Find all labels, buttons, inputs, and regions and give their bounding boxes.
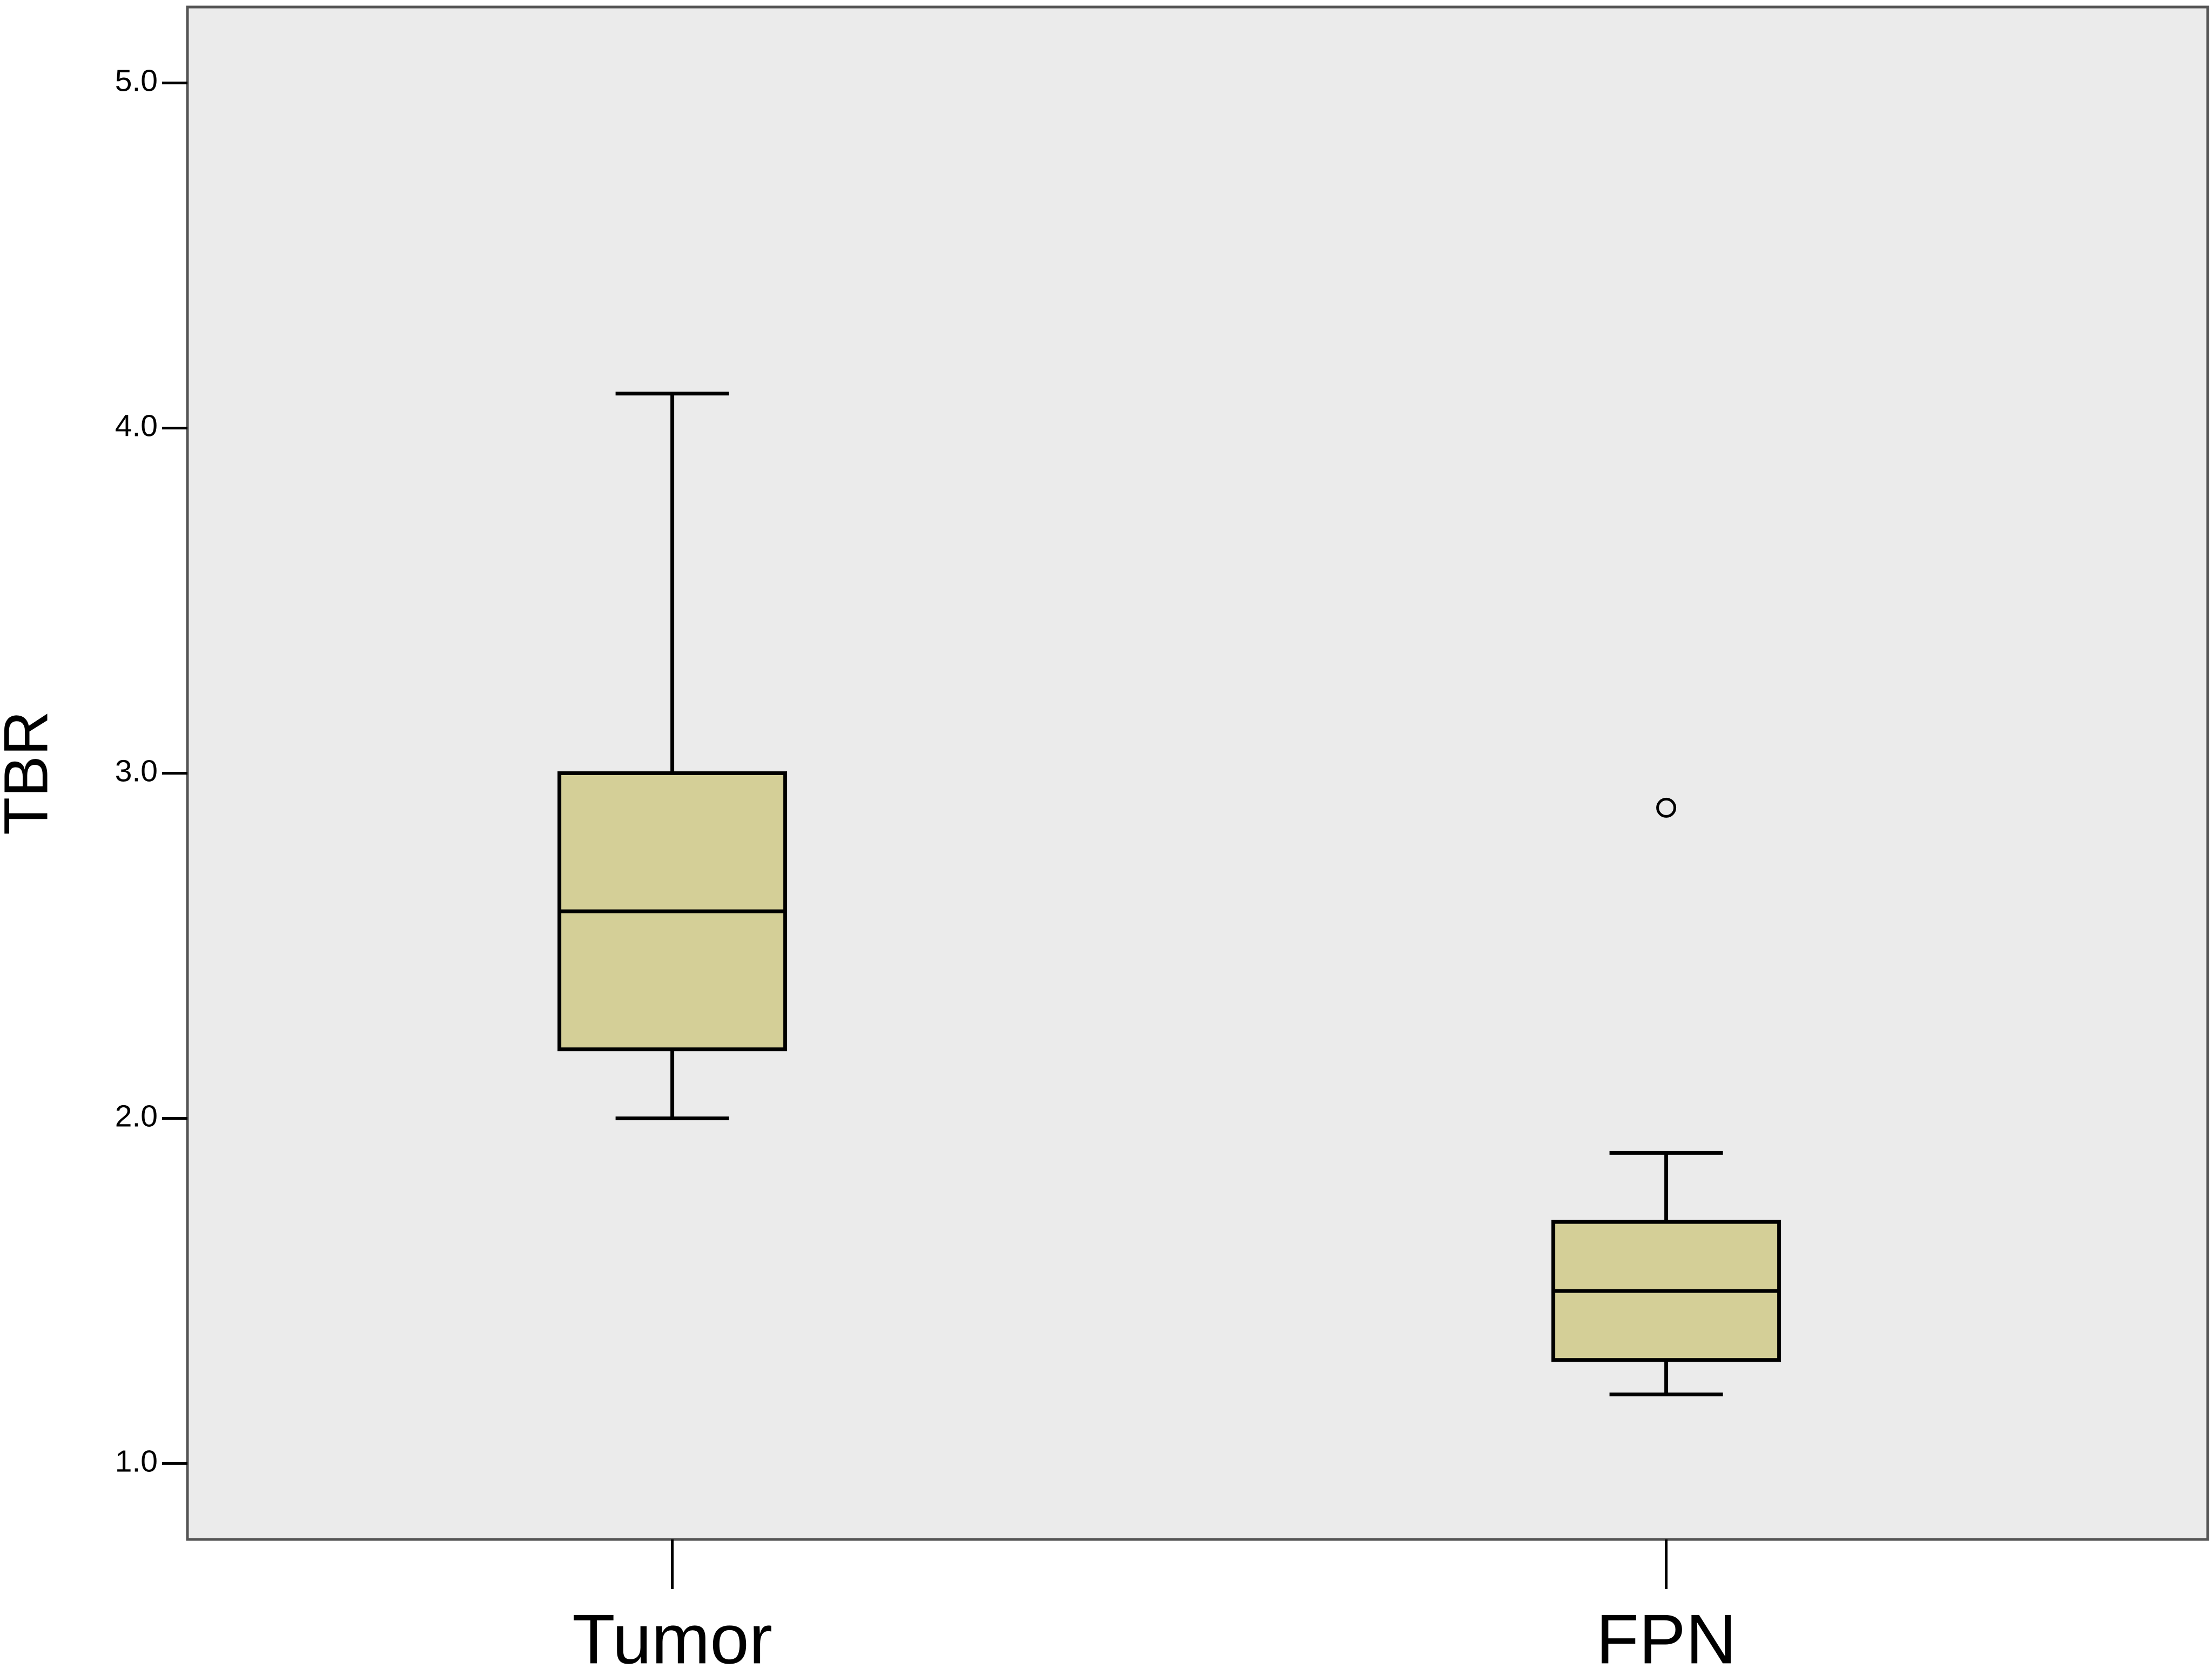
y-tick-label: 4.0 xyxy=(115,409,158,443)
y-tick-label: 3.0 xyxy=(115,754,158,789)
y-tick-label: 5.0 xyxy=(115,64,158,98)
plot-area xyxy=(186,5,2209,1541)
y-tick-label: 2.0 xyxy=(115,1099,158,1134)
outlier xyxy=(1656,797,1677,818)
x-tick-label: FPN xyxy=(1596,1599,1737,1675)
y-axis-label: TBR xyxy=(0,711,60,835)
y-tick-label: 1.0 xyxy=(115,1444,158,1478)
x-tick-label: Tumor xyxy=(572,1599,772,1675)
